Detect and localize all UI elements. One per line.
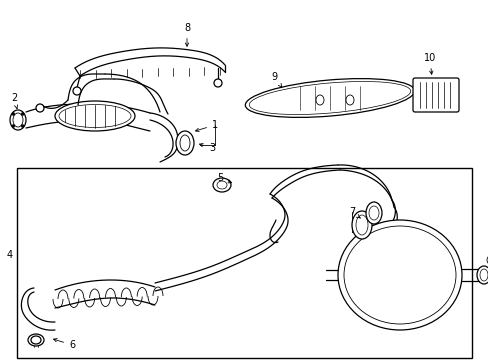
Ellipse shape	[217, 181, 226, 189]
Text: 2: 2	[11, 93, 18, 109]
Text: 7: 7	[348, 207, 360, 218]
Ellipse shape	[486, 255, 488, 265]
Ellipse shape	[337, 220, 461, 330]
Ellipse shape	[55, 101, 135, 131]
Ellipse shape	[12, 112, 15, 116]
Ellipse shape	[36, 104, 44, 112]
Text: 6: 6	[53, 338, 75, 350]
Text: 5: 5	[217, 173, 231, 183]
FancyBboxPatch shape	[412, 78, 458, 112]
Ellipse shape	[365, 202, 381, 224]
Ellipse shape	[73, 87, 81, 95]
Text: 9: 9	[270, 72, 281, 87]
Bar	[17, 168, 471, 358]
Text: 10: 10	[423, 53, 435, 74]
Ellipse shape	[346, 95, 353, 105]
Text: 4: 4	[7, 250, 13, 260]
Ellipse shape	[31, 336, 41, 344]
Ellipse shape	[12, 125, 15, 127]
Ellipse shape	[21, 112, 24, 116]
Ellipse shape	[315, 95, 324, 105]
Ellipse shape	[213, 178, 230, 192]
Ellipse shape	[476, 266, 488, 284]
Ellipse shape	[21, 125, 24, 127]
Ellipse shape	[176, 131, 194, 155]
Text: 3: 3	[199, 143, 215, 153]
Ellipse shape	[10, 110, 26, 130]
Text: 8: 8	[183, 23, 190, 46]
Ellipse shape	[372, 227, 386, 237]
Text: 1: 1	[195, 120, 218, 131]
Ellipse shape	[245, 78, 414, 117]
Ellipse shape	[351, 211, 371, 239]
Ellipse shape	[214, 79, 222, 87]
Ellipse shape	[28, 334, 44, 346]
